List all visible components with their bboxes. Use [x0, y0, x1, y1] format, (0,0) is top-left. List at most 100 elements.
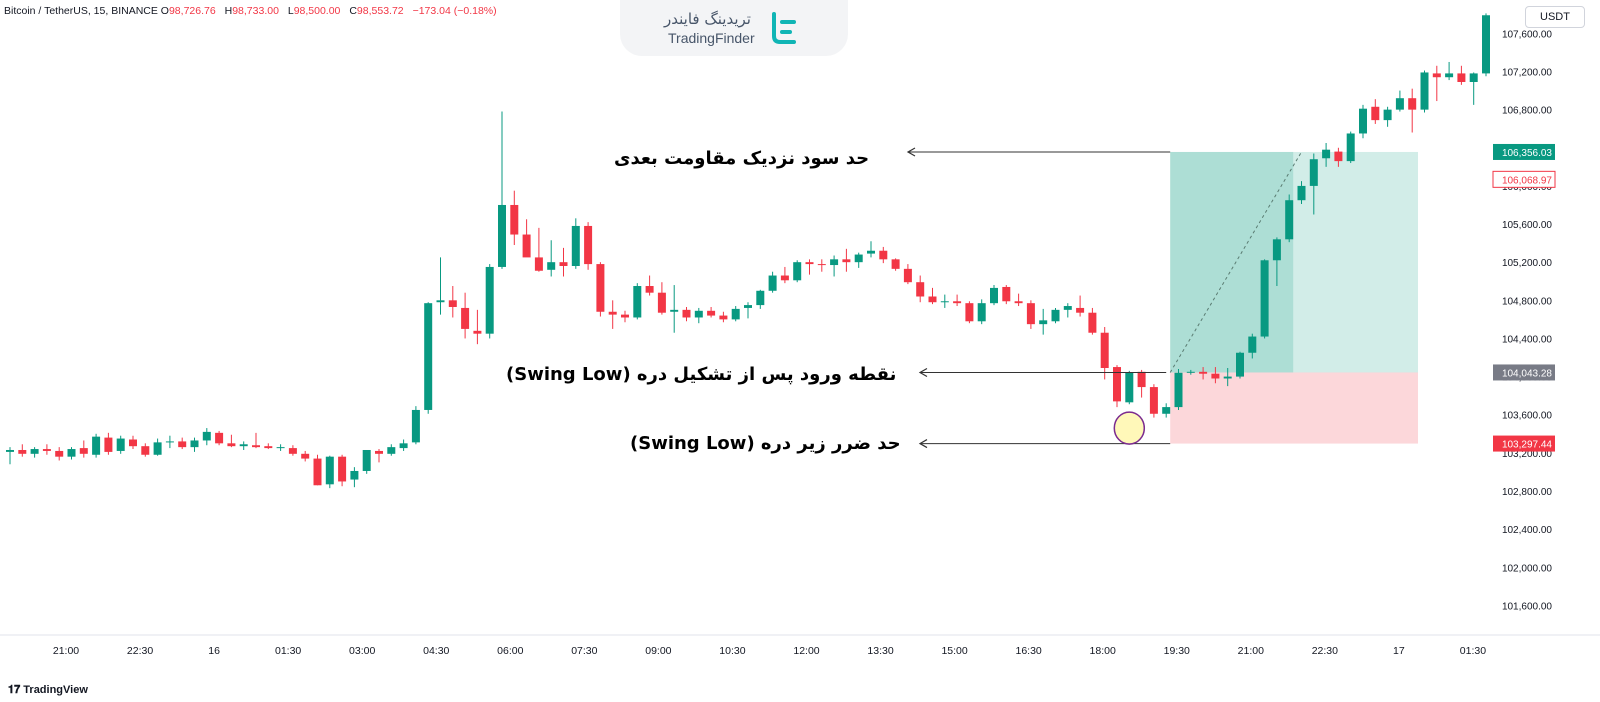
candle	[645, 275, 654, 296]
candle	[621, 310, 629, 323]
candle	[375, 449, 383, 463]
candle	[6, 447, 14, 465]
candle-body	[879, 250, 888, 260]
candle	[399, 439, 408, 451]
loss-zone	[1170, 372, 1418, 444]
candle-body	[1432, 73, 1441, 78]
candle	[1149, 384, 1158, 418]
candle-body	[1322, 149, 1331, 159]
candle	[165, 435, 174, 449]
candle-body	[707, 310, 716, 316]
candle-body	[473, 330, 482, 334]
candle	[842, 248, 851, 272]
candle-body	[571, 225, 580, 266]
candle-body	[1359, 108, 1367, 134]
candle	[424, 302, 433, 414]
candle-body	[202, 431, 211, 441]
candle	[694, 307, 703, 324]
candle	[584, 222, 593, 270]
candle-body	[6, 449, 14, 452]
tradingfinder-logo: تریدینگ فایندر TradingFinder	[620, 0, 848, 56]
time-tick-label: 01:30	[275, 645, 301, 657]
candle-body	[608, 311, 617, 315]
candle	[817, 259, 826, 272]
candle-body	[682, 309, 691, 318]
candle	[657, 282, 666, 315]
candle	[854, 252, 863, 268]
price-tick-label: 105,200.00	[1502, 258, 1552, 269]
candle	[805, 259, 814, 275]
arrow-head	[918, 439, 928, 449]
stop-loss-annotation: حد ضرر زیر دره (Swing Low)	[630, 433, 901, 454]
candle-body	[522, 234, 531, 258]
candle-body	[977, 303, 986, 322]
price-tick-label: 102,000.00	[1502, 563, 1552, 574]
candle-body	[55, 450, 64, 457]
candle-body	[756, 290, 765, 306]
candle-body	[498, 204, 506, 267]
candle	[731, 306, 740, 322]
time-tick-label: 13:30	[867, 645, 893, 657]
candle-body	[1014, 301, 1023, 304]
time-tick-label: 21:00	[53, 645, 79, 657]
candle	[498, 111, 506, 269]
candle-body	[1309, 159, 1318, 186]
logo-english-text: TradingFinder	[668, 30, 755, 46]
candle	[411, 406, 420, 445]
candle-body	[534, 257, 543, 271]
trade-path-line	[1169, 151, 1302, 373]
swing-low-marker	[1113, 411, 1146, 445]
price-tag: 103,297.44	[1493, 435, 1555, 452]
candle-body	[338, 456, 347, 482]
candle	[288, 445, 297, 456]
high-value: 98,733.00	[232, 5, 279, 17]
candle-body	[547, 262, 556, 270]
candle-body	[1199, 371, 1208, 374]
profit-zone	[1170, 151, 1418, 373]
candle	[1395, 90, 1404, 112]
candle	[1186, 369, 1195, 375]
time-axis[interactable]: 21:00 22:30 16 01:30 03:00 04:30 06:00 07:30 09:…	[0, 634, 1600, 657]
close-value: 98,553.72	[356, 5, 404, 17]
candle	[608, 300, 617, 329]
time-tick-label: 12:00	[793, 645, 819, 657]
candle	[1039, 308, 1048, 335]
candle-body	[990, 287, 998, 304]
candle-body	[1236, 352, 1244, 377]
candle-body	[79, 448, 88, 454]
candle-body	[1002, 286, 1011, 302]
candle-body	[1297, 185, 1306, 201]
candle	[830, 255, 839, 277]
candle	[178, 437, 187, 450]
candle-body	[288, 448, 297, 454]
low-value: 98,500.00	[293, 5, 341, 17]
candle-body	[399, 443, 408, 449]
candle-body	[239, 444, 248, 447]
candle	[1420, 70, 1429, 113]
entry-arrow	[918, 367, 1167, 377]
candle-body	[215, 432, 224, 444]
candle	[1162, 403, 1171, 418]
candle-body	[252, 445, 260, 448]
tradingfinder-mark-icon	[772, 12, 796, 44]
time-tick-label: 10:30	[719, 645, 745, 657]
price-tag: 106,356.03	[1493, 143, 1555, 160]
price-tick-label: 107,200.00	[1502, 68, 1552, 79]
price-axis[interactable]: 107,600.00107,200.00106,800.00106,400.00…	[1490, 0, 1600, 634]
candle	[965, 301, 974, 324]
candle	[252, 432, 260, 449]
candle-body	[1371, 106, 1380, 121]
candle	[707, 306, 716, 318]
candle-body	[780, 275, 789, 281]
candle	[276, 444, 285, 451]
candle	[1260, 259, 1269, 339]
candle	[756, 289, 765, 309]
candle-body	[1482, 15, 1490, 74]
candle-body	[1039, 320, 1048, 325]
candle	[1223, 368, 1232, 387]
currency-button[interactable]: USDT	[1525, 6, 1585, 28]
candle-body	[940, 301, 949, 303]
candle	[547, 240, 556, 277]
candle-body	[1137, 371, 1146, 388]
